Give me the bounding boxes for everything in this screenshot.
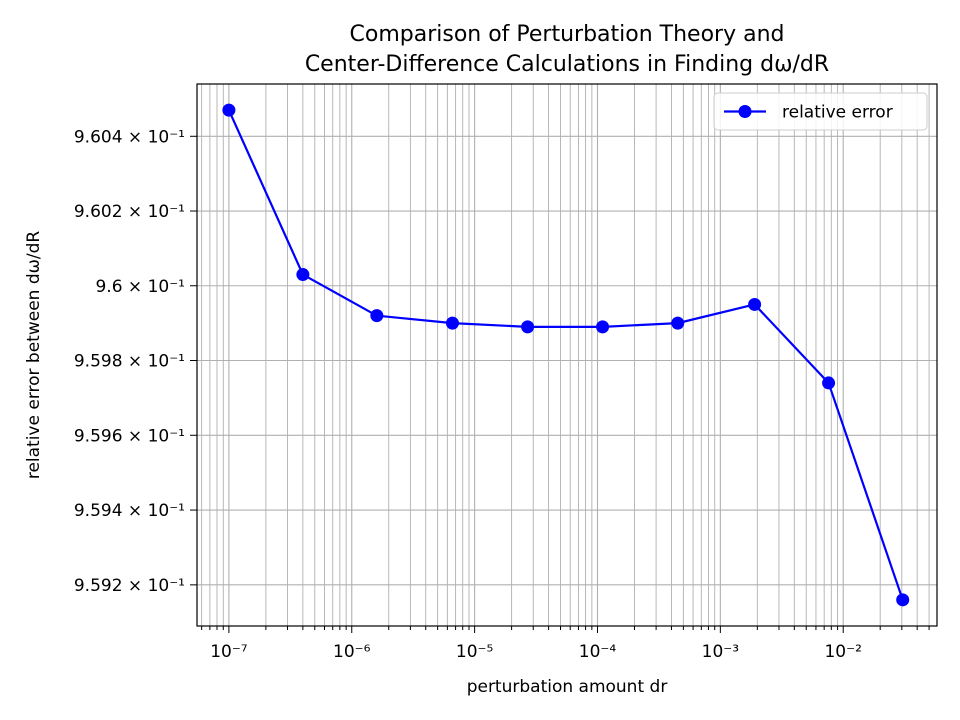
y-tick-label: 9.596 × 10⁻¹: [74, 426, 185, 446]
series-layer: [222, 103, 910, 607]
y-tick-label: 9.602 × 10⁻¹: [74, 202, 185, 222]
legend-box: [713, 92, 928, 131]
data-point: [296, 268, 310, 282]
legend-marker: [738, 105, 752, 118]
y-axis-label: relative error between dω/dR: [24, 231, 44, 480]
y-tick-label: 9.592 × 10⁻¹: [74, 576, 185, 596]
data-point: [596, 320, 610, 334]
data-point: [896, 593, 910, 607]
y-tick-label: 9.604 × 10⁻¹: [74, 127, 185, 147]
y-tick-label: 9.598 × 10⁻¹: [74, 352, 185, 372]
data-point: [370, 309, 384, 323]
data-point: [445, 316, 459, 330]
data-point: [521, 320, 535, 334]
x-tick-label: 10⁻⁴: [579, 642, 617, 662]
legend-label: relative error: [782, 103, 893, 123]
chart-title-line1: Comparison of Perturbation Theory and: [350, 22, 785, 47]
x-tick-label: 10⁻³: [702, 642, 739, 662]
plot-frame: [196, 83, 938, 627]
y-tick-label: 9.594 × 10⁻¹: [74, 501, 185, 521]
x-tick-label: 10⁻⁵: [456, 642, 493, 662]
chart-title-line2: Center-Difference Calculations in Findin…: [305, 52, 829, 77]
x-tick-label: 10⁻²: [824, 642, 861, 662]
data-point: [222, 103, 236, 117]
data-point: [822, 376, 836, 390]
data-point: [671, 316, 685, 330]
y-tick-label: 9.6 × 10⁻¹: [95, 277, 185, 297]
data-point: [748, 297, 762, 311]
grid: [197, 84, 937, 626]
tick-labels: 9.592 × 10⁻¹ 9.594 × 10⁻¹ 9.596 × 10⁻¹ 9.59…: [74, 127, 862, 662]
tick-marks: [190, 135, 930, 633]
x-tick-label: 10⁻⁷: [210, 642, 248, 662]
series-line: [227, 109, 904, 601]
x-axis-label: perturbation amount dr: [467, 677, 668, 697]
legend: relative error: [713, 92, 928, 131]
x-tick-label: 10⁻⁶: [333, 642, 371, 662]
